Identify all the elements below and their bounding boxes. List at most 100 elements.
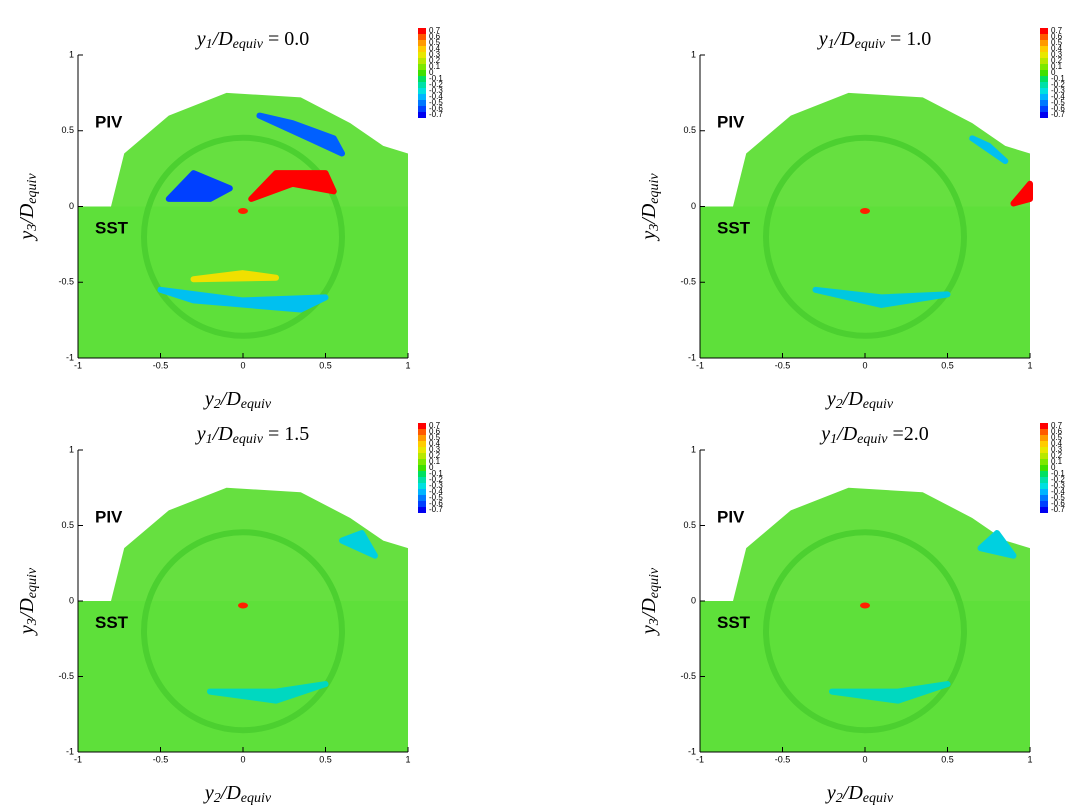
colorbar-swatch — [418, 483, 426, 489]
text-part: /D — [220, 388, 242, 410]
subscript: equiv — [25, 173, 40, 204]
colorbar-label: 0.1 — [1051, 457, 1063, 466]
x-tick-label: -1 — [696, 754, 704, 764]
colorbar-label: 0.5 — [429, 433, 441, 442]
text-part: y — [16, 625, 38, 636]
x-tick-label: -0.5 — [153, 754, 169, 764]
text-part: y — [817, 28, 828, 50]
math-label: y3/Dequiv — [638, 173, 663, 242]
colorbar-label: 0.1 — [429, 457, 441, 466]
text-part: = 1.0 — [885, 28, 931, 50]
contour-blob — [207, 681, 329, 704]
colorbar-label: 0.4 — [429, 439, 441, 448]
colorbar-label: -0.5 — [429, 493, 443, 502]
text-part: y — [825, 782, 836, 804]
text-part: /D — [638, 203, 660, 225]
colorbar-label: -0.3 — [429, 86, 443, 95]
colorbar-label: 0.5 — [429, 38, 441, 47]
math-label: y2/Dequiv — [203, 782, 272, 807]
colorbar-label: 0 — [1051, 68, 1056, 77]
colorbar-swatch — [1040, 507, 1048, 513]
y-tick-label: -1 — [688, 352, 696, 362]
text-part: y — [195, 28, 206, 50]
annotation: PIV — [95, 507, 123, 526]
math-label: y3/Dequiv — [16, 567, 41, 636]
colorbar-swatch — [1040, 58, 1048, 64]
colorbar-label: 0.3 — [1051, 50, 1063, 59]
colorbar-label: -0.3 — [429, 481, 443, 490]
colorbar-label: -0.7 — [429, 505, 443, 514]
colorbar-label: -0.1 — [429, 469, 443, 478]
colorbar-swatch — [1040, 477, 1048, 483]
colorbar-label: -0.4 — [1051, 92, 1065, 101]
colorbar-label: -0.7 — [429, 110, 443, 119]
text-part: /D — [212, 28, 234, 50]
text-part: /D — [220, 782, 242, 804]
piv-field — [733, 487, 1030, 601]
x-tick-label: 0 — [862, 360, 867, 370]
subscript: equiv — [241, 397, 272, 412]
x-tick-label: 0.5 — [941, 360, 954, 370]
colorbar-swatch — [418, 441, 426, 447]
colorbar-swatch — [1040, 483, 1048, 489]
colorbar-swatch — [418, 106, 426, 112]
contour-blob — [829, 681, 951, 704]
colorbar-swatch — [1040, 52, 1048, 58]
colorbar-label: -0.4 — [429, 487, 443, 496]
colorbar-label: 0.1 — [1051, 62, 1063, 71]
x-tick-label: -1 — [696, 360, 704, 370]
colorbar-label: -0.5 — [429, 98, 443, 107]
contour-blob — [256, 112, 345, 157]
colorbar-label: -0.6 — [1051, 104, 1065, 113]
subscript: 3 — [25, 618, 40, 626]
colorbar-swatch — [418, 76, 426, 82]
y-tick-label: -0.5 — [680, 277, 696, 287]
colorbar-label: 0.7 — [429, 26, 441, 35]
math-label: y3/Dequiv — [16, 173, 41, 242]
colorbar-label: 0.3 — [1051, 445, 1063, 454]
x-tick-label: 0 — [240, 754, 245, 764]
colorbar-swatch — [418, 507, 426, 513]
subscript: equiv — [863, 791, 894, 806]
math-label: y2/Dequiv — [203, 388, 272, 413]
colorbar-swatch — [1040, 46, 1048, 52]
colorbar-label: 0.4 — [1051, 44, 1063, 53]
colorbar-label: 0.2 — [1051, 451, 1063, 460]
ring — [763, 529, 967, 734]
colorbar-swatch — [418, 489, 426, 495]
math-label: y1/Dequiv = 0.0 — [195, 28, 310, 53]
sst-field — [700, 601, 1030, 752]
y-tick-label: 1 — [69, 49, 74, 59]
contour-blob — [1010, 180, 1033, 207]
colorbar-swatch — [418, 471, 426, 477]
y-tick-label: 0.5 — [683, 520, 696, 530]
math-label: y3/Dequiv — [638, 567, 663, 636]
colorbar-swatch — [1040, 70, 1048, 76]
colorbar-swatch — [418, 52, 426, 58]
colorbar-swatch — [418, 28, 426, 34]
colorbar-label: 0.6 — [429, 427, 441, 436]
math-label: y1/Dequiv =2.0 — [819, 423, 929, 448]
contour-blob — [339, 530, 378, 559]
colorbar-label: -0.1 — [1051, 74, 1065, 83]
y-tick-label: -1 — [66, 352, 74, 362]
colorbar-label: -0.6 — [429, 104, 443, 113]
colorbar-swatch — [1040, 40, 1048, 46]
colorbar-swatch — [1040, 64, 1048, 70]
colorbar-label: -0.2 — [429, 475, 443, 484]
colorbar-swatch — [1040, 429, 1048, 435]
text-part: /D — [638, 598, 660, 620]
y-tick-label: 0.5 — [61, 520, 74, 530]
annotation: SST — [95, 219, 129, 238]
colorbar-swatch — [1040, 112, 1048, 118]
colorbar-label: 0.1 — [429, 62, 441, 71]
colorbar-label: -0.6 — [1051, 499, 1065, 508]
colorbar-swatch — [418, 501, 426, 507]
hot-spot — [238, 208, 248, 215]
text-part: /D — [16, 203, 38, 225]
y-tick-label: 0.5 — [61, 125, 74, 135]
text-part: y — [16, 231, 38, 242]
colorbar-label: 0.6 — [1051, 32, 1063, 41]
text-part: /D — [834, 28, 856, 50]
x-tick-label: -0.5 — [775, 360, 791, 370]
